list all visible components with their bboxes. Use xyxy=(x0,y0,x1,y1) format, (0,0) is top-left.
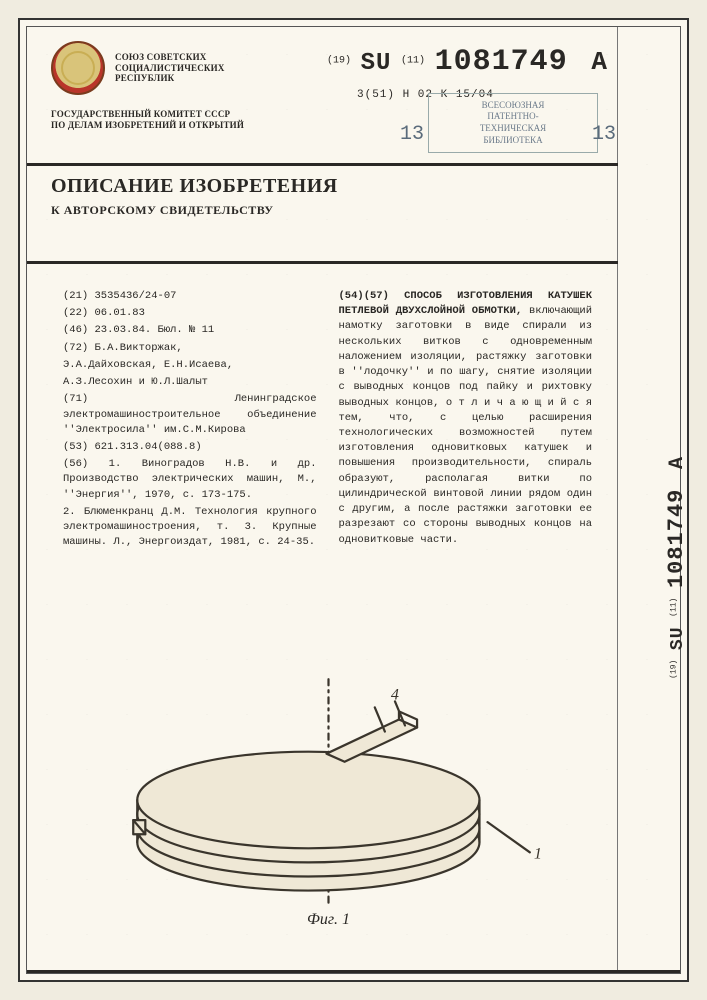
pub-prefix-11: (11) xyxy=(401,56,425,67)
rule-lower xyxy=(27,261,618,264)
ussr-emblem-icon xyxy=(51,41,105,95)
library-stamp-text: ВСЕСОЮЗНАЯ ПАТЕНТНО- ТЕХНИЧЕСКАЯ БИБЛИОТ… xyxy=(480,100,546,147)
library-stamp: ВСЕСОЮЗНАЯ ПАТЕНТНО- ТЕХНИЧЕСКАЯ БИБЛИОТ… xyxy=(428,93,598,153)
biblio-line: А.З.Лесохин и Ю.Л.Шалыт xyxy=(63,375,317,390)
committee-text: ГОСУДАРСТВЕННЫЙ КОМИТЕТ СССР ПО ДЕЛАМ ИЗ… xyxy=(51,109,244,132)
biblio-line: (21) 3535436/24-07 xyxy=(63,289,317,304)
biblio-line: (72) Б.А.Викторжак, xyxy=(63,341,317,356)
inner-frame: СОЮЗ СОВЕТСКИХ СОЦИАЛИСТИЧЕСКИХ РЕСПУБЛИ… xyxy=(26,26,681,974)
bottom-rule xyxy=(27,970,680,973)
pub-prefix-19: (19) xyxy=(327,56,351,67)
abstract-body: включающий намотку заготовки в виде спир… xyxy=(339,305,593,545)
issuer-text: СОЮЗ СОВЕТСКИХ СОЦИАЛИСТИЧЕСКИХ РЕСПУБЛИ… xyxy=(115,52,225,84)
doc-subtitle: К АВТОРСКОМУ СВИДЕТЕЛЬСТВУ xyxy=(51,203,274,218)
right-margin-rule xyxy=(617,27,618,973)
left-column: (21) 3535436/24-07 (22) 06.01.83 (46) 23.0… xyxy=(63,289,317,553)
spine-publication-number: (19) SU (11) 1081749 A xyxy=(664,457,689,679)
pub-kind: A xyxy=(591,47,607,77)
stamp-number-left: 13 xyxy=(400,123,424,146)
doc-title: ОПИСАНИЕ ИЗОБРЕТЕНИЯ xyxy=(51,175,338,198)
biblio-line: (46) 23.03.84. Бюл. № 11 xyxy=(63,323,317,338)
issuer-block: СОЮЗ СОВЕТСКИХ СОЦИАЛИСТИЧЕСКИХ РЕСПУБЛИ… xyxy=(51,41,225,95)
biblio-line: (71) Ленинградское электромашиностроител… xyxy=(63,392,317,438)
pub-number: 1081749 xyxy=(435,45,568,79)
spine-prefix-11: (11) xyxy=(670,598,679,617)
biblio-line: (22) 06.01.83 xyxy=(63,306,317,321)
page-sheet: СОЮЗ СОВЕТСКИХ СОЦИАЛИСТИЧЕСКИХ РЕСПУБЛИ… xyxy=(18,18,689,982)
spine-country: SU xyxy=(668,626,688,650)
callout-4: 4 xyxy=(391,686,399,703)
spine-number: 1081749 xyxy=(664,489,689,588)
callout-1: 1 xyxy=(534,845,542,862)
publication-number: (19) SU (11) 1081749 A xyxy=(327,45,607,79)
stamp-number-right: 13 xyxy=(592,123,616,146)
coil-drawing-icon: 4 1 xyxy=(97,667,560,937)
figure-label: Фиг. 1 xyxy=(307,911,350,929)
spine-kind: A xyxy=(666,457,689,469)
biblio-line: (56) 1. Виноградов Н.В. и др. Производст… xyxy=(63,457,317,503)
biblio-line: Э.А.Дайховская, Е.Н.Исаева, xyxy=(63,358,317,373)
biblio-line: (53) 621.313.04(088.8) xyxy=(63,440,317,455)
biblio-line: 2. Блюменкранц Д.М. Технология крупного … xyxy=(63,505,317,551)
rule-upper xyxy=(27,163,618,166)
spine-prefix-19: (19) xyxy=(670,660,679,679)
bibliography-columns: (21) 3535436/24-07 (22) 06.01.83 (46) 23.0… xyxy=(63,289,592,553)
right-column: (54)(57) СПОСОБ ИЗГОТОВЛЕНИЯ КАТУШЕК ПЕТ… xyxy=(339,289,593,553)
figure-1: 4 1 Фиг. 1 xyxy=(97,667,560,937)
pub-country: SU xyxy=(361,50,392,77)
